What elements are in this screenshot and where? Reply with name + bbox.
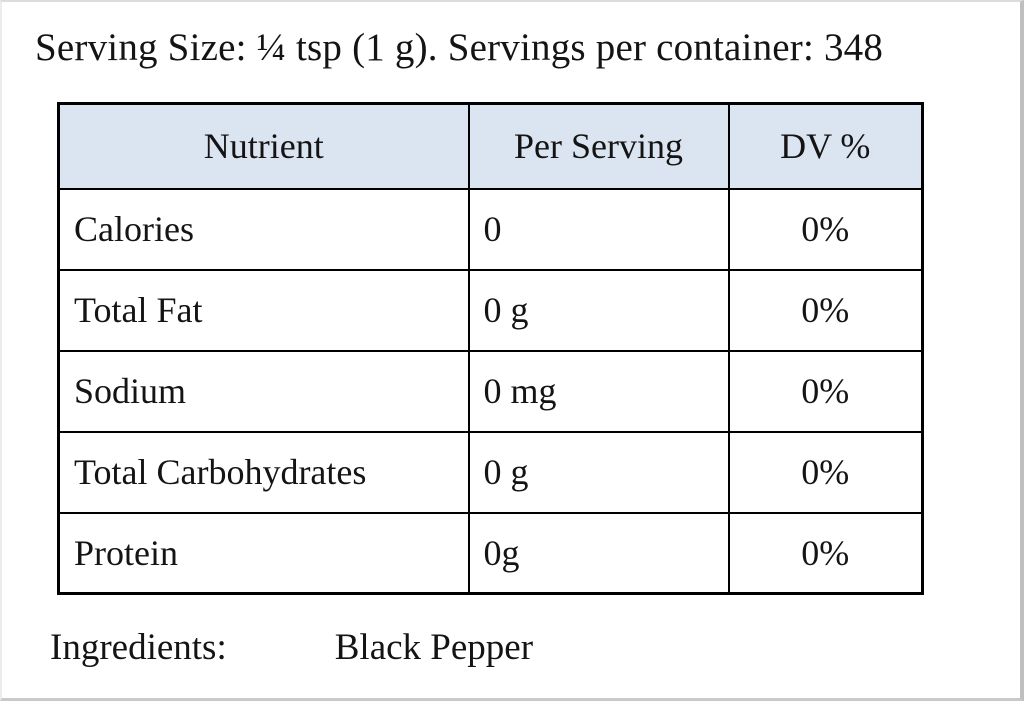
table-row-total-carbohydrates: Total Carbohydrates 0 g 0%: [57, 430, 924, 514]
nutrition-table: Nutrient Per Serving DV % Calories 0 0% …: [57, 102, 924, 595]
dv-cell: 0%: [727, 349, 924, 433]
nutrient-cell: Total Carbohydrates: [57, 430, 470, 514]
dv-cell: 0%: [727, 268, 924, 352]
nutrient-cell: Calories: [57, 187, 470, 271]
table-row-total-fat: Total Fat 0 g 0%: [57, 268, 924, 352]
serving-size-line: Serving Size: ¼ tsp (1 g). Servings per …: [35, 26, 884, 69]
column-header-dv-percent: DV %: [727, 102, 924, 190]
nutrient-cell: Protein: [57, 511, 470, 595]
per-serving-cell: 0 mg: [467, 349, 730, 433]
table-row-sodium: Sodium 0 mg 0%: [57, 349, 924, 433]
dv-cell: 0%: [727, 430, 924, 514]
table-row-calories: Calories 0 0%: [57, 187, 924, 271]
per-serving-cell: 0 g: [467, 268, 730, 352]
per-serving-cell: 0 g: [467, 430, 730, 514]
dv-cell: 0%: [727, 511, 924, 595]
ingredients-value: Black Pepper: [334, 627, 534, 668]
table-row-protein: Protein 0g 0%: [57, 511, 924, 595]
nutrient-cell: Sodium: [57, 349, 470, 433]
column-header-per-serving: Per Serving: [467, 102, 730, 190]
ingredients-line: Ingredients: Black Pepper: [50, 626, 533, 669]
per-serving-cell: 0g: [467, 511, 730, 595]
table-header-row: Nutrient Per Serving DV %: [57, 102, 924, 190]
per-serving-cell: 0: [467, 187, 730, 271]
column-header-nutrient: Nutrient: [57, 102, 470, 190]
dv-cell: 0%: [727, 187, 924, 271]
nutrient-cell: Total Fat: [57, 268, 470, 352]
ingredients-label: Ingredients:: [50, 627, 227, 668]
